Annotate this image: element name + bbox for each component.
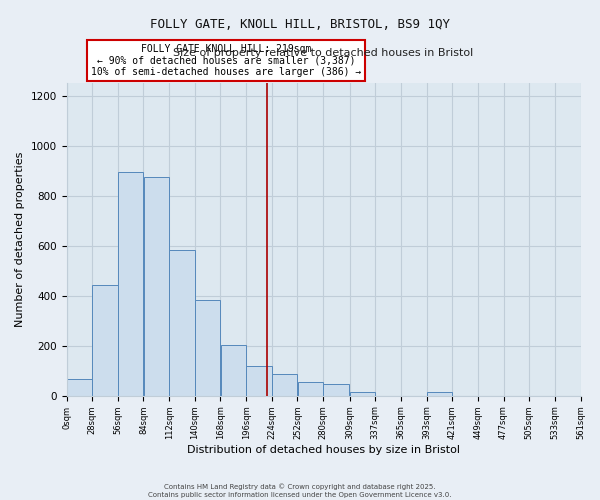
Bar [350, 392, 375, 396]
Bar [323, 384, 349, 396]
Bar [67, 380, 92, 396]
Text: FOLLY GATE KNOLL HILL: 219sqm
← 90% of detached houses are smaller (3,387)
10% o: FOLLY GATE KNOLL HILL: 219sqm ← 90% of d… [91, 44, 361, 77]
Text: Contains HM Land Registry data © Crown copyright and database right 2025.
Contai: Contains HM Land Registry data © Crown c… [148, 484, 452, 498]
Bar [118, 172, 143, 396]
Bar [169, 250, 194, 396]
Bar [247, 366, 272, 396]
Bar [92, 284, 118, 396]
Y-axis label: Number of detached properties: Number of detached properties [15, 152, 25, 327]
X-axis label: Distribution of detached houses by size in Bristol: Distribution of detached houses by size … [187, 445, 460, 455]
Bar [221, 344, 246, 396]
Bar [195, 300, 220, 396]
Bar [298, 382, 323, 396]
Bar [144, 177, 169, 396]
Bar [427, 392, 452, 396]
Text: FOLLY GATE, KNOLL HILL, BRISTOL, BS9 1QY: FOLLY GATE, KNOLL HILL, BRISTOL, BS9 1QY [150, 18, 450, 30]
Title: Size of property relative to detached houses in Bristol: Size of property relative to detached ho… [173, 48, 473, 58]
Bar [272, 374, 297, 396]
